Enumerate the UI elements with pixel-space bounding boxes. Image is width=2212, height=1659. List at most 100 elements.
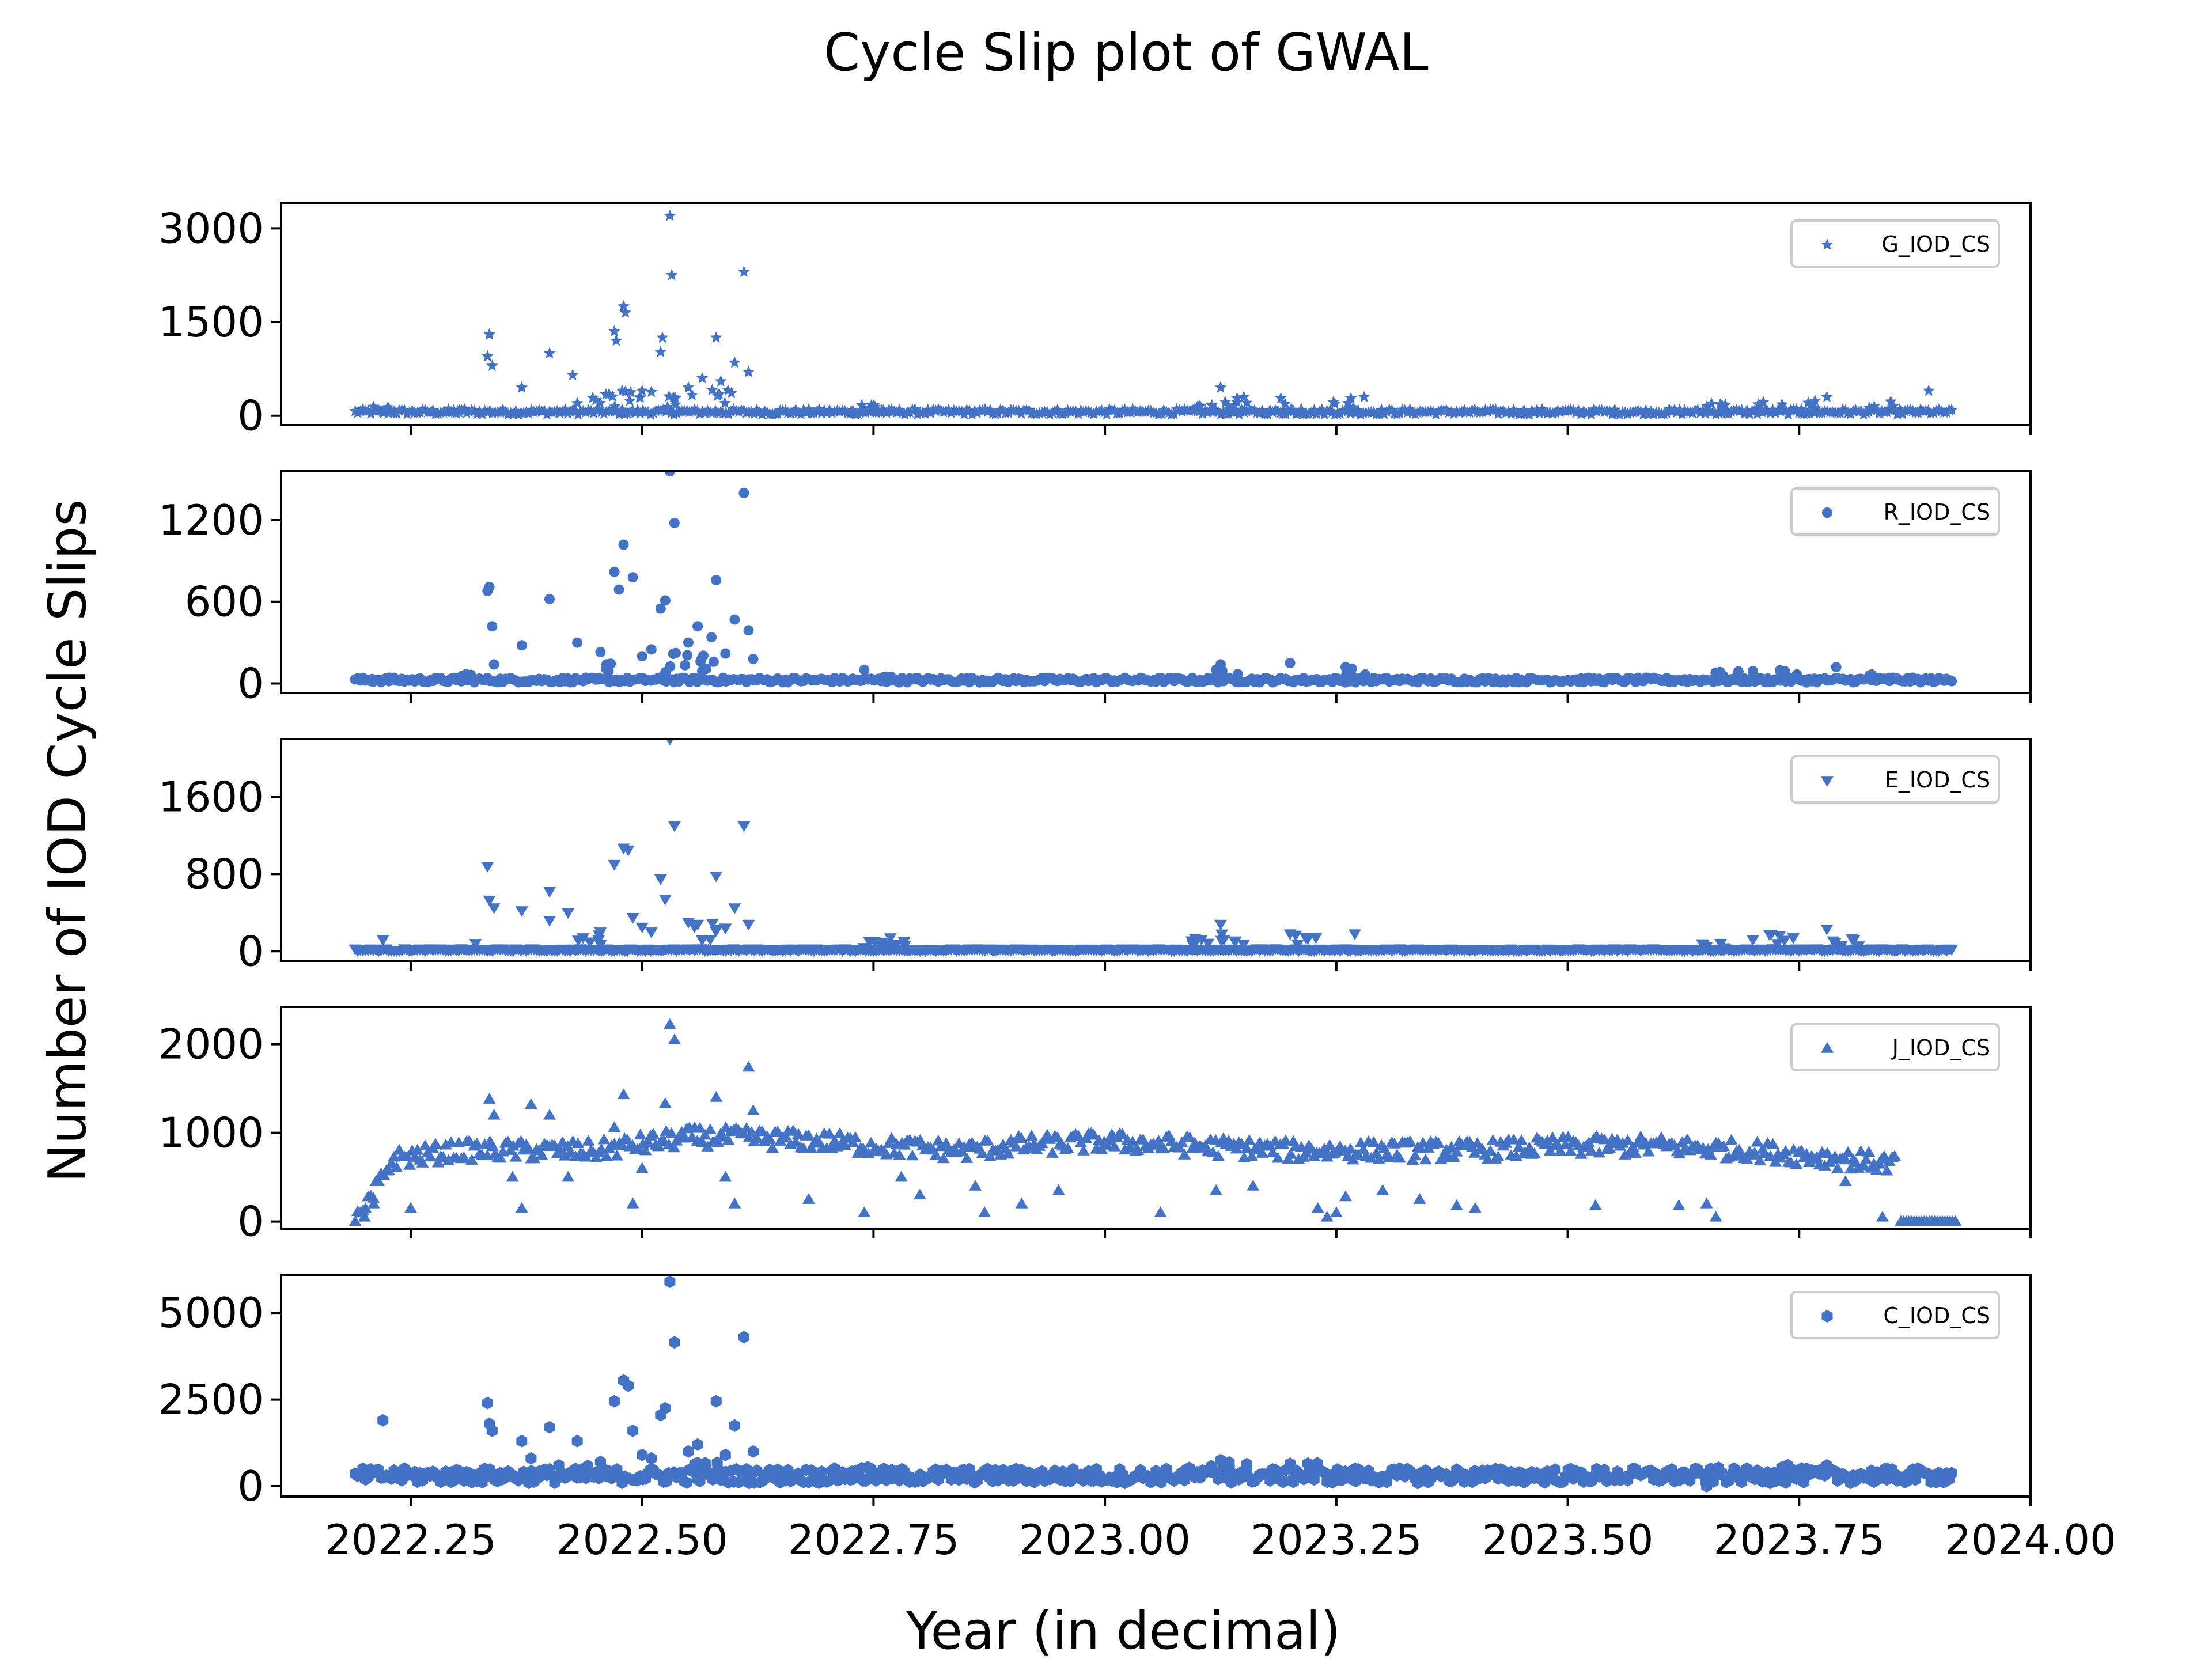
data-point — [601, 663, 612, 674]
data-point — [635, 1162, 649, 1173]
data-point — [582, 1459, 593, 1472]
data-point — [471, 1137, 484, 1149]
data-point — [1747, 666, 1758, 677]
data-point — [447, 406, 460, 418]
data-point — [695, 935, 709, 946]
data-point — [1279, 1134, 1292, 1146]
data-point — [1751, 404, 1764, 415]
data-point — [613, 584, 624, 595]
data-point — [1850, 404, 1862, 416]
data-point — [1178, 1149, 1191, 1160]
data-point — [691, 1467, 702, 1480]
data-point — [855, 399, 868, 411]
data-point — [1507, 1133, 1520, 1145]
data-point — [706, 384, 718, 395]
data-point — [1700, 1197, 1713, 1209]
data-point — [1342, 403, 1354, 415]
x-tick-label: 2022.50 — [556, 1516, 728, 1564]
data-point — [1245, 1150, 1259, 1161]
data-point — [608, 1395, 620, 1408]
data-point — [1275, 392, 1287, 404]
data-point — [482, 1396, 493, 1410]
data-point — [618, 300, 630, 312]
data-point — [1766, 1138, 1779, 1149]
data-point — [937, 1152, 950, 1164]
data-point — [1279, 397, 1291, 410]
data-point — [610, 1149, 623, 1161]
data-point — [403, 1159, 416, 1170]
data-point — [1183, 1131, 1196, 1142]
data-point — [711, 924, 724, 935]
data-point — [1440, 1143, 1453, 1154]
data-point — [1589, 1199, 1602, 1210]
data-point — [1716, 1466, 1728, 1479]
data-point — [1015, 1197, 1028, 1209]
data-point — [833, 1127, 846, 1138]
data-point — [720, 648, 731, 659]
data-point — [682, 918, 695, 929]
data-point — [544, 1421, 555, 1434]
data-point — [487, 1108, 501, 1120]
data-point — [1358, 391, 1370, 403]
data-point — [634, 1128, 647, 1140]
data-point — [1854, 1145, 1868, 1156]
data-point — [486, 1424, 498, 1437]
data-point — [571, 1434, 583, 1448]
data-point — [594, 396, 607, 408]
data-point — [1748, 1146, 1762, 1158]
data-point — [608, 325, 620, 337]
data-point — [486, 1140, 499, 1152]
legend: E_IOD_CS — [1790, 755, 2000, 804]
data-point — [483, 328, 495, 340]
data-point — [1209, 1184, 1222, 1195]
subplot-g-iod-cs: 0 1500 3000 G_IOD_CS — [158, 202, 2032, 440]
data-point — [641, 1136, 654, 1147]
axes-frame — [280, 470, 2032, 694]
data-point — [654, 874, 667, 885]
y-tick-label: 1500 — [158, 298, 264, 346]
data-point — [404, 1202, 417, 1213]
data-point — [1188, 933, 1202, 945]
data-point — [579, 1150, 592, 1162]
data-point — [743, 625, 754, 636]
data-point — [637, 651, 647, 662]
data-point — [1714, 398, 1726, 410]
data-point — [525, 1452, 537, 1465]
data-point — [1445, 1141, 1458, 1152]
data-point — [666, 739, 674, 745]
data-point — [1946, 1467, 1957, 1480]
data-point — [1491, 1150, 1505, 1162]
data-point — [486, 359, 498, 371]
data-point — [516, 1434, 528, 1448]
data-point — [1820, 925, 1834, 935]
data-point — [636, 384, 649, 396]
data-point — [1616, 1137, 1629, 1148]
data-point — [1191, 402, 1204, 414]
data-point — [1821, 238, 1834, 250]
data-point — [1484, 1145, 1497, 1156]
data-point — [626, 912, 639, 924]
legend-box — [1790, 1023, 2000, 1071]
data-point — [681, 1476, 692, 1489]
data-point — [683, 637, 694, 648]
data-point — [1285, 1457, 1296, 1470]
data-point — [680, 660, 691, 671]
data-point — [1518, 404, 1531, 416]
data-point — [411, 1143, 424, 1155]
y-tick-label: 1200 — [158, 496, 264, 544]
data-point — [388, 404, 401, 416]
data-point — [1266, 1146, 1279, 1157]
data-point — [748, 654, 759, 664]
data-point — [692, 1438, 703, 1451]
data-point — [682, 381, 695, 393]
data-point — [515, 1202, 528, 1213]
data-point — [1510, 1150, 1523, 1161]
data-point — [1344, 1142, 1357, 1154]
data-point — [484, 581, 495, 592]
data-point — [1802, 396, 1815, 408]
data-point — [1256, 1147, 1269, 1158]
data-point — [1413, 1193, 1426, 1204]
data-point — [1802, 1156, 1816, 1167]
data-point — [367, 1191, 380, 1203]
legend: C_IOD_CS — [1790, 1291, 2000, 1339]
